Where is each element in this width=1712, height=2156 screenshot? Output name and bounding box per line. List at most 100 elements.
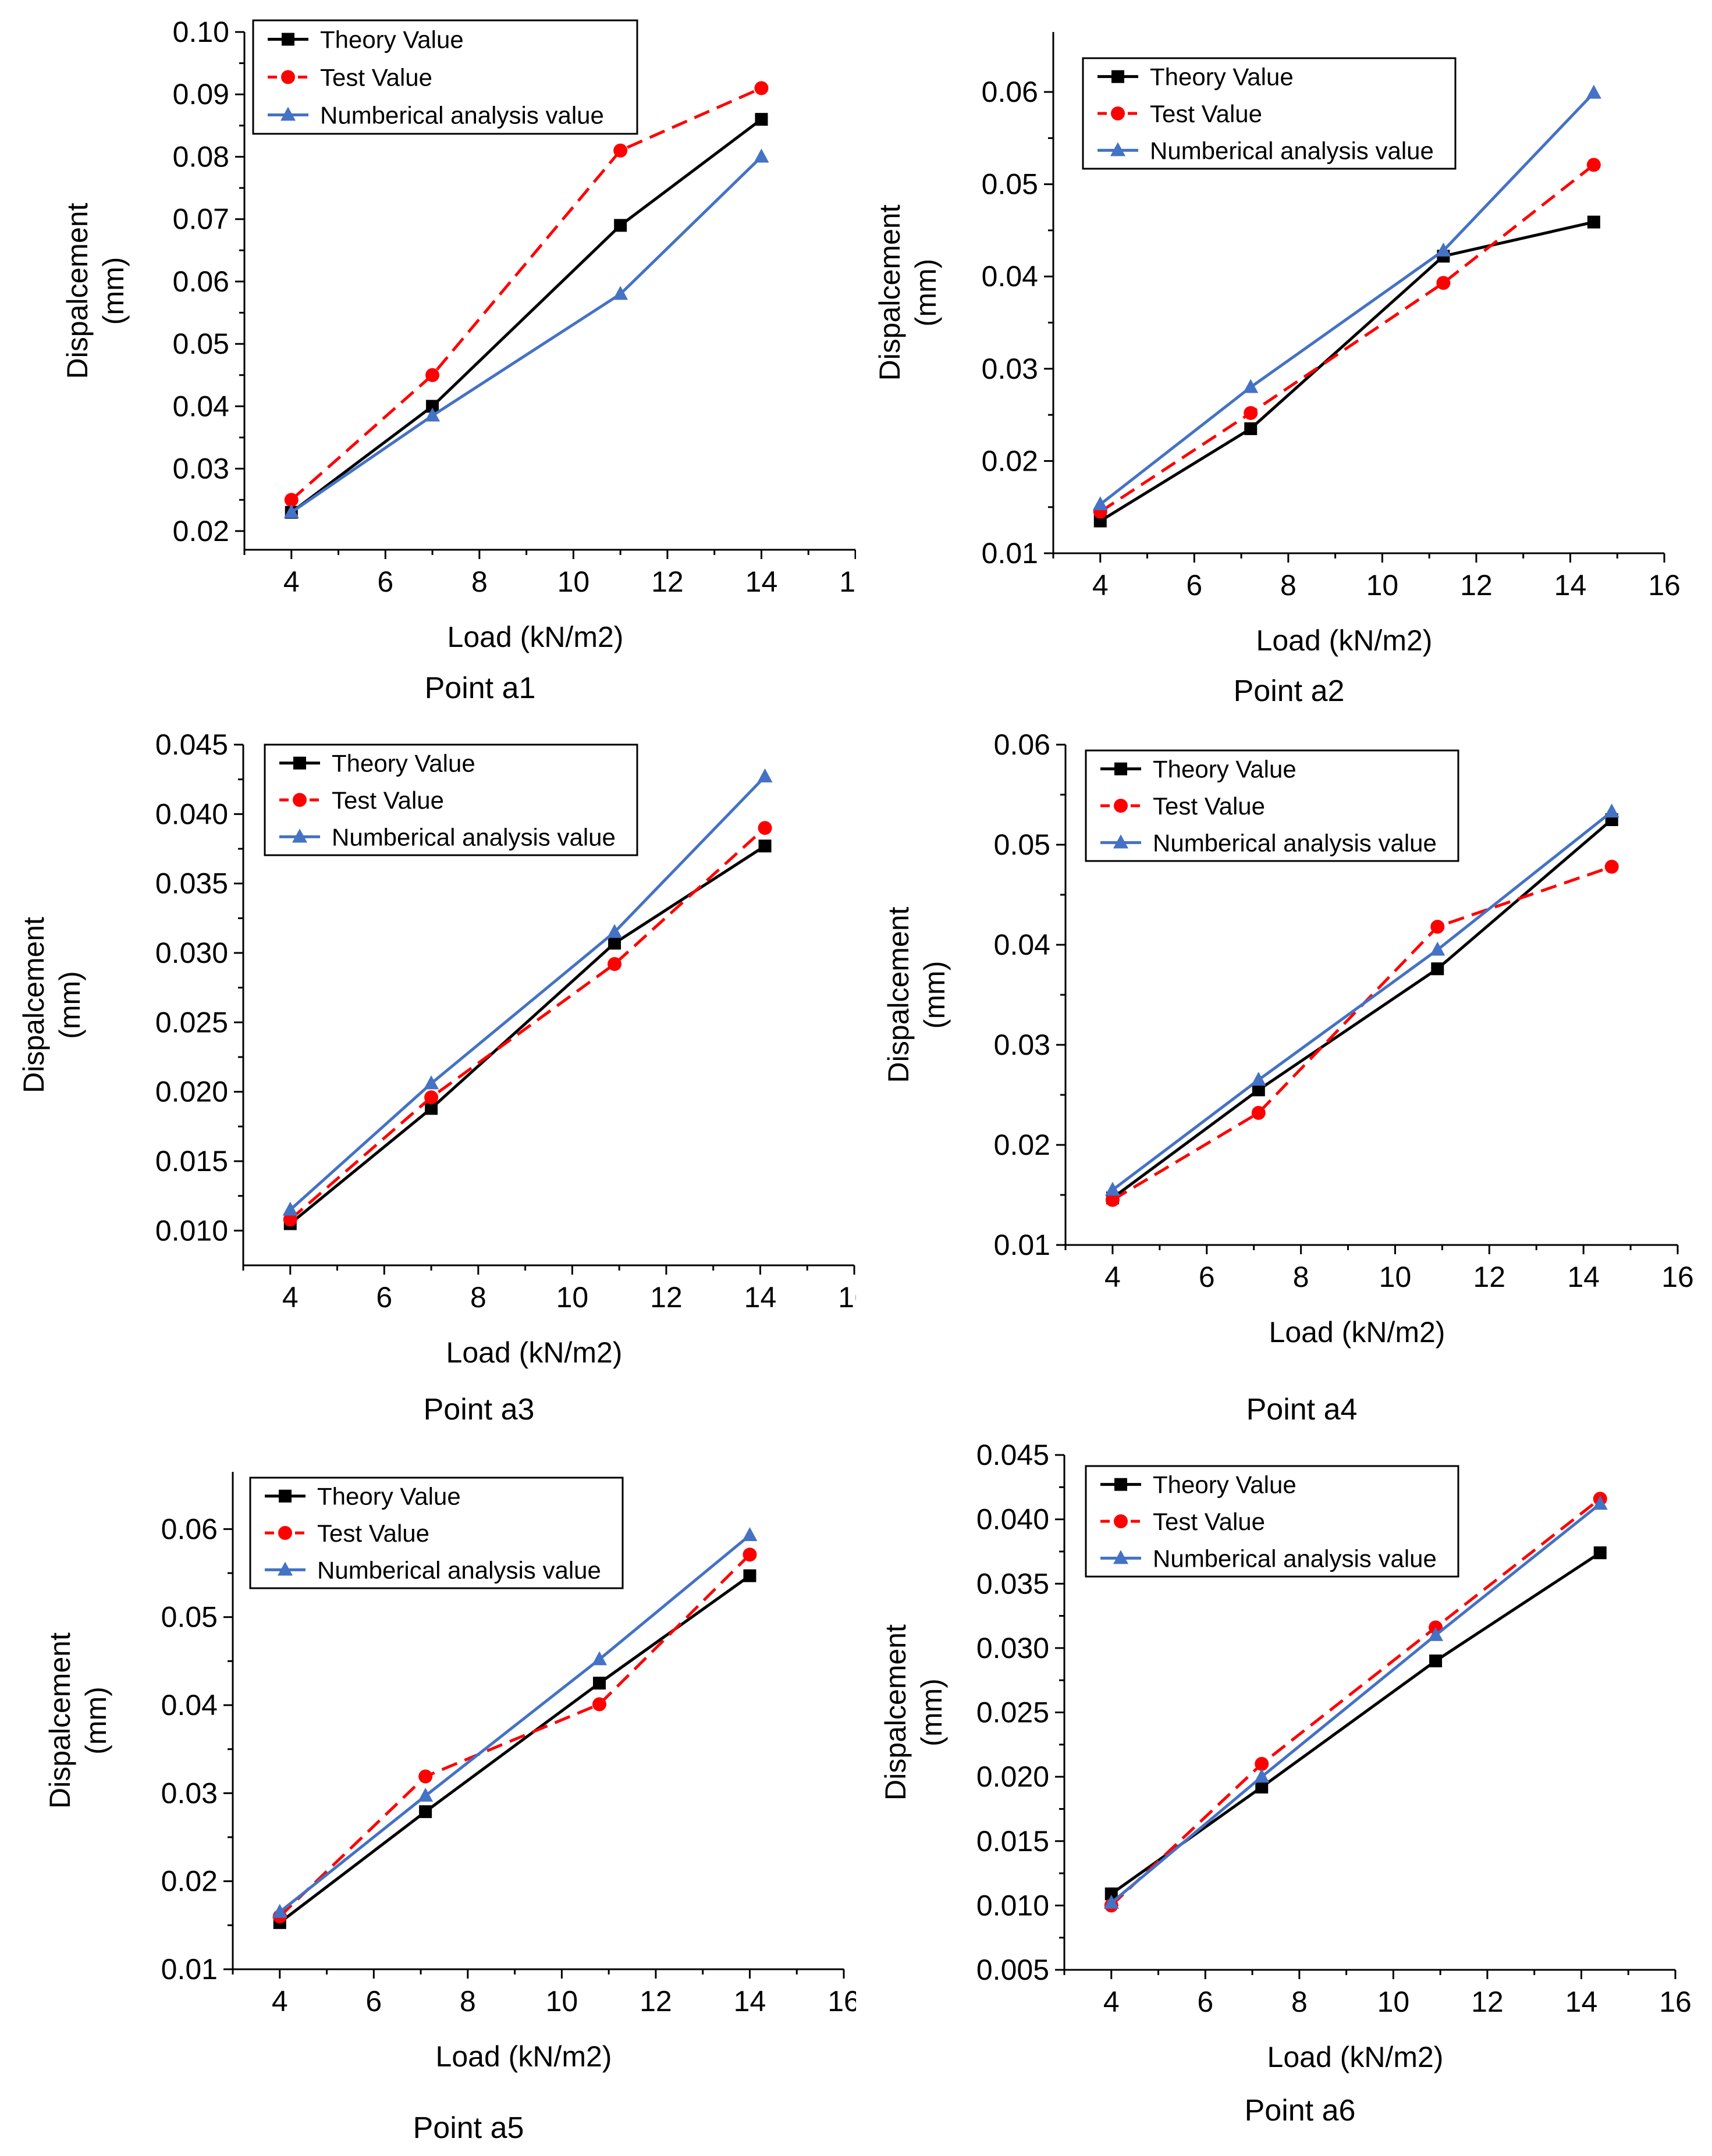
legend-label: Numberical analysis value bbox=[317, 1556, 601, 1584]
legend-label: Numberical analysis value bbox=[1153, 829, 1437, 856]
y-tick-label: 0.045 bbox=[155, 728, 228, 761]
x-tick-label: 10 bbox=[1377, 1986, 1410, 2018]
data-point bbox=[613, 143, 628, 158]
x-tick-label: 4 bbox=[1092, 569, 1109, 602]
y-tick-label: 0.005 bbox=[976, 1954, 1049, 1986]
x-tick-label: 10 bbox=[557, 565, 590, 598]
series-theory-value bbox=[285, 113, 768, 519]
data-point bbox=[592, 1697, 606, 1712]
series-line bbox=[279, 1553, 751, 1918]
legend-box bbox=[1085, 1465, 1459, 1578]
series-line bbox=[1099, 91, 1595, 506]
x-tick-label: 16 bbox=[1661, 1261, 1694, 1293]
legend-label: Numberical analysis value bbox=[332, 823, 616, 851]
y-axis-title: (mm) bbox=[910, 259, 942, 327]
y-tick-label: 0.04 bbox=[982, 260, 1038, 293]
y-tick-label: 0.05 bbox=[161, 1601, 218, 1634]
data-point bbox=[283, 504, 299, 518]
legend-box bbox=[1082, 57, 1457, 170]
y-axis-title: Dispalcement bbox=[61, 202, 94, 379]
data-point bbox=[1586, 84, 1601, 99]
legend-label: Test Value bbox=[1150, 100, 1262, 127]
chart-a1-svg: 0.02 0.03 0.04 0.05 0.06 0.07 0.08 0.09 0.10 4 6 8 1… bbox=[61, 16, 872, 705]
legend-box bbox=[249, 1477, 624, 1589]
data-point bbox=[419, 1805, 432, 1819]
chart-a5-svg: 0.01 0.02 0.03 0.04 0.05 0.06 4 6 8 10 12 14 16 Load … bbox=[44, 1472, 860, 2145]
x-tick-label: 16 bbox=[838, 1281, 856, 1314]
data-point bbox=[743, 1569, 756, 1582]
legend-marker bbox=[282, 33, 294, 46]
data-point bbox=[425, 407, 441, 422]
x-tick-label: 6 bbox=[1186, 569, 1202, 602]
legend-marker bbox=[292, 828, 307, 843]
data-point bbox=[758, 821, 772, 835]
legend-marker bbox=[1114, 799, 1128, 813]
legend-label: Test Value bbox=[332, 787, 444, 814]
data-point bbox=[755, 113, 768, 126]
series-numberical-analysis-value bbox=[1092, 84, 1601, 510]
legend-marker bbox=[293, 793, 307, 807]
series-line bbox=[289, 775, 766, 1211]
x-tick-label: 12 bbox=[640, 1985, 672, 2018]
data-point bbox=[607, 924, 623, 938]
y-axis-title: (mm) bbox=[97, 257, 130, 325]
legend-label: Numberical analysis value bbox=[1150, 137, 1434, 164]
x-axis-title: Load (kN/m2) bbox=[446, 1336, 623, 1369]
y-tick-label: 0.05 bbox=[982, 168, 1038, 201]
y-tick-label: 0.025 bbox=[976, 1696, 1049, 1729]
data-point bbox=[1244, 422, 1258, 435]
x-tick-label: 14 bbox=[745, 565, 778, 598]
y-tick-label: 0.040 bbox=[155, 798, 228, 830]
y-tick-label: 0.08 bbox=[173, 140, 229, 173]
y-tick-label: 0.10 bbox=[173, 16, 229, 48]
panel-caption: Point a3 bbox=[424, 1393, 535, 1425]
y-tick-label: 0.01 bbox=[161, 1953, 218, 1986]
x-tick-label: 10 bbox=[556, 1281, 589, 1314]
series-test-value bbox=[1093, 158, 1601, 519]
y-tick-label: 0.01 bbox=[994, 1229, 1050, 1261]
series-line bbox=[1111, 865, 1612, 1201]
series-numberical-analysis-value bbox=[272, 1527, 758, 1918]
data-point bbox=[426, 400, 439, 413]
x-tick-label: 14 bbox=[744, 1281, 777, 1314]
y-tick-label: 0.020 bbox=[155, 1076, 228, 1108]
series-theory-value bbox=[1106, 813, 1618, 1205]
x-tick-label: 6 bbox=[376, 1281, 392, 1314]
legend-label: Theory Value bbox=[1153, 756, 1297, 783]
y-tick-label: 0.05 bbox=[994, 828, 1050, 861]
chart-panel-a1: 0.02 0.03 0.04 0.05 0.06 0.07 0.08 0.09 0.10 4 6 8 1… bbox=[0, 0, 872, 710]
x-tick-label: 14 bbox=[1565, 1986, 1598, 2018]
x-tick-label: 16 bbox=[1648, 569, 1681, 602]
y-tick-label: 0.010 bbox=[155, 1214, 228, 1247]
x-tick-label: 6 bbox=[377, 565, 393, 598]
series-line bbox=[290, 118, 762, 514]
data-point bbox=[418, 1769, 433, 1784]
legend-label: Numberical analysis value bbox=[320, 102, 604, 129]
data-point bbox=[1251, 1072, 1266, 1086]
legend-box bbox=[1085, 749, 1459, 862]
data-point bbox=[613, 286, 628, 300]
legend-label: Test Value bbox=[317, 1520, 429, 1547]
y-tick-label: 0.010 bbox=[976, 1889, 1049, 1922]
series-line bbox=[290, 87, 762, 501]
data-point bbox=[592, 1651, 607, 1666]
data-point bbox=[425, 1102, 438, 1115]
chart-panel-a4: 0.01 0.02 0.03 0.04 0.05 0.06 4 6 8 10 12 14 16 Load … bbox=[856, 710, 1712, 1426]
chart-panel-a3: 0.010 0.015 0.020 0.025 0.030 0.035 0.040 0.045… bbox=[0, 710, 871, 1426]
y-axis-title: Dispalcement bbox=[882, 906, 915, 1083]
data-point bbox=[1105, 1193, 1120, 1207]
legend-marker bbox=[278, 1526, 292, 1540]
series-line bbox=[1111, 810, 1613, 1191]
y-tick-label: 0.06 bbox=[161, 1513, 218, 1545]
legend-marker bbox=[1114, 1514, 1128, 1528]
x-tick-label: 12 bbox=[1473, 1261, 1505, 1293]
data-point bbox=[593, 1677, 606, 1690]
data-point bbox=[1429, 1655, 1443, 1667]
series-line bbox=[289, 845, 766, 1225]
data-point bbox=[424, 1075, 439, 1090]
series-line bbox=[289, 827, 766, 1221]
series-numberical-analysis-value bbox=[282, 768, 773, 1216]
series-test-value bbox=[284, 81, 769, 507]
data-point bbox=[1430, 920, 1445, 934]
legend-marker bbox=[1114, 762, 1127, 775]
